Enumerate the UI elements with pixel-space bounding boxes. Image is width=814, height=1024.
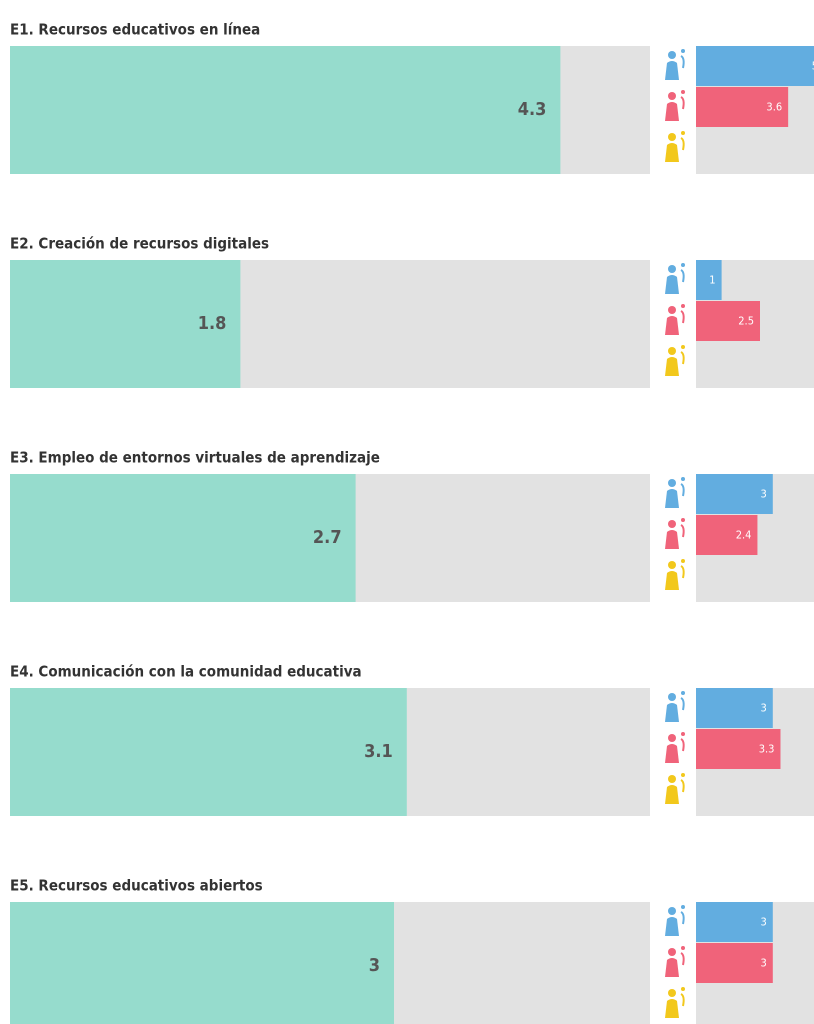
mini-bar — [696, 943, 773, 983]
person-icon — [681, 905, 685, 909]
person-icon — [681, 946, 685, 950]
mini-bar-label: 2.4 — [736, 529, 752, 542]
mini-bar-label: 3 — [761, 702, 767, 715]
mini-bar-label: 1 — [709, 274, 715, 287]
person-icon — [668, 92, 676, 100]
mini-bar-label: 3 — [761, 488, 767, 501]
person-icon — [680, 993, 685, 1007]
person-icon — [680, 738, 685, 752]
mini-bar — [696, 46, 814, 86]
chart-title: E2. Creación de recursos digitales — [10, 235, 269, 253]
mini-bar-label: 3 — [761, 957, 767, 970]
person-icon — [680, 310, 685, 324]
person-icon — [665, 785, 679, 804]
person-icon — [681, 987, 685, 991]
mini-bar — [696, 902, 773, 942]
bar-value-label: 3 — [369, 955, 380, 976]
person-icon — [681, 90, 685, 94]
mini-bar — [696, 260, 722, 300]
person-icon — [665, 102, 679, 121]
person-icon — [668, 265, 676, 273]
person-icon — [680, 911, 685, 925]
person-icon — [665, 530, 679, 549]
person-icon — [681, 263, 685, 267]
bar-value-label: 4.3 — [518, 99, 547, 120]
chart-title: E4. Comunicación con la comunidad educat… — [10, 663, 362, 681]
person-icon — [681, 345, 685, 349]
person-icon — [680, 269, 685, 283]
person-icon — [680, 351, 685, 365]
person-icon — [680, 96, 685, 110]
person-icon — [681, 477, 685, 481]
chart-title: E3. Empleo de entornos virtuales de apre… — [10, 449, 380, 467]
person-icon — [665, 489, 679, 508]
person-icon — [680, 697, 685, 711]
person-icon — [681, 691, 685, 695]
person-icon — [668, 479, 676, 487]
person-icon — [665, 357, 679, 376]
mini-bar — [696, 515, 758, 555]
person-icon — [681, 732, 685, 736]
mini-bar-label: 3.6 — [766, 101, 782, 114]
bar — [10, 688, 407, 816]
person-icon — [668, 693, 676, 701]
person-icon — [681, 773, 685, 777]
mini-bar — [696, 729, 781, 769]
person-icon — [680, 483, 685, 497]
person-icon — [668, 948, 676, 956]
person-icon — [680, 779, 685, 793]
bar — [10, 260, 241, 388]
person-icon — [680, 952, 685, 966]
person-icon — [668, 734, 676, 742]
chart-title: E1. Recursos educativos en línea — [10, 21, 260, 39]
person-icon — [668, 306, 676, 314]
person-icon — [665, 275, 679, 294]
person-icon — [681, 304, 685, 308]
person-icon — [668, 520, 676, 528]
mini-bar — [696, 474, 773, 514]
chart-title: E5. Recursos educativos abiertos — [10, 877, 263, 895]
person-icon — [665, 744, 679, 763]
bar — [10, 474, 356, 602]
bar-value-label: 2.7 — [313, 527, 342, 548]
person-icon — [680, 524, 685, 538]
person-icon — [681, 49, 685, 53]
person-icon — [668, 561, 676, 569]
bar-value-label: 3.1 — [364, 741, 393, 762]
person-icon — [668, 775, 676, 783]
person-icon — [668, 347, 676, 355]
mini-bar — [696, 301, 760, 341]
person-icon — [665, 999, 679, 1018]
person-icon — [681, 518, 685, 522]
mini-bar-label: 3.3 — [759, 743, 775, 756]
person-icon — [680, 565, 685, 579]
person-icon — [665, 703, 679, 722]
person-icon — [665, 571, 679, 590]
person-icon — [681, 559, 685, 563]
mini-bar-label: 5 — [812, 60, 814, 73]
mini-bar — [696, 87, 789, 127]
person-icon — [668, 51, 676, 59]
mini-bar — [696, 688, 773, 728]
person-icon — [680, 137, 685, 151]
person-icon — [665, 316, 679, 335]
mini-bar-label: 2.5 — [738, 315, 754, 328]
person-icon — [681, 131, 685, 135]
mini-bar-label: 3 — [761, 916, 767, 929]
bar — [10, 902, 394, 1024]
bar — [10, 46, 561, 174]
person-icon — [668, 133, 676, 141]
person-icon — [665, 61, 679, 80]
person-icon — [680, 55, 685, 69]
person-icon — [665, 917, 679, 936]
person-icon — [668, 907, 676, 915]
person-icon — [668, 989, 676, 997]
person-icon — [665, 143, 679, 162]
bar-value-label: 1.8 — [198, 313, 227, 334]
person-icon — [665, 958, 679, 977]
